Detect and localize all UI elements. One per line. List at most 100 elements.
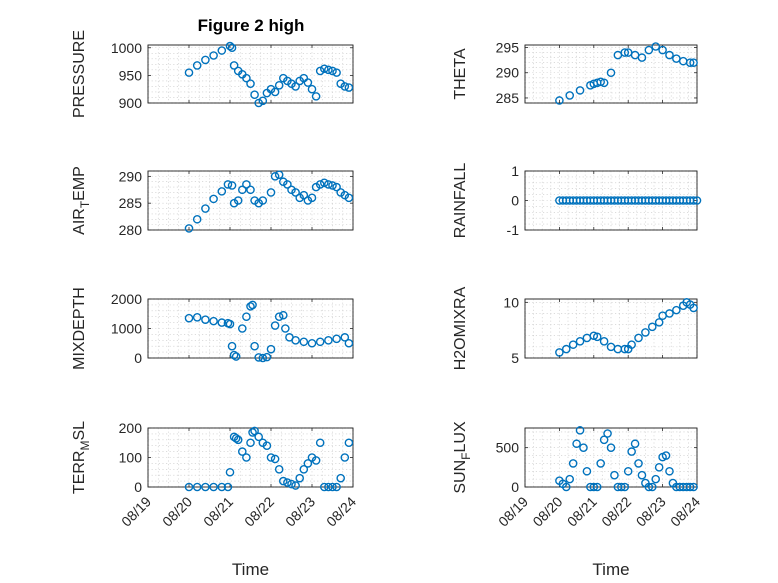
data-point xyxy=(665,466,674,476)
data-point xyxy=(217,482,227,492)
data-point xyxy=(307,193,317,203)
data-point xyxy=(568,459,578,468)
data-point xyxy=(227,43,237,53)
axes-border xyxy=(147,44,354,104)
data-point xyxy=(565,91,575,100)
data-point xyxy=(287,479,296,489)
data-point xyxy=(225,319,235,329)
data-point xyxy=(685,482,695,492)
data-point xyxy=(644,482,654,492)
y-axis-label: MIXDEPTH xyxy=(71,287,88,370)
data-point xyxy=(291,335,300,345)
y-axis-label: RAINFALL xyxy=(452,163,469,239)
data-point xyxy=(274,464,284,474)
data-point xyxy=(344,83,354,92)
data-point xyxy=(689,58,698,67)
data-point xyxy=(634,459,643,468)
y-tick-label: 0 xyxy=(511,479,519,495)
x-axis-label: Time xyxy=(232,560,269,579)
subplot-1: 900 950 1000 PRESSURE xyxy=(71,30,354,118)
y-axis-label: THETA xyxy=(452,48,469,100)
y-tick-label: 1000 xyxy=(111,40,142,56)
data-point xyxy=(654,463,664,472)
x-tick-label: 08/22 xyxy=(598,493,634,529)
data-point xyxy=(575,426,585,435)
data-point xyxy=(315,66,325,76)
data-point xyxy=(250,90,259,100)
data-point xyxy=(623,466,633,476)
data-point xyxy=(274,170,284,180)
data-point xyxy=(344,338,354,348)
y-tick-label: 100 xyxy=(119,450,143,466)
y-tick-label: 0 xyxy=(511,193,519,209)
data-point xyxy=(184,224,194,233)
data-point xyxy=(561,344,571,354)
data-point xyxy=(184,68,194,77)
data-point xyxy=(278,310,288,320)
data-point xyxy=(250,341,259,351)
y-tick-label: 2000 xyxy=(111,291,142,307)
data-point xyxy=(225,41,235,51)
data-point xyxy=(231,352,241,361)
data-point xyxy=(692,196,702,205)
x-tick-label: 08/24 xyxy=(667,493,703,529)
data-point xyxy=(319,482,329,492)
data-point xyxy=(658,45,667,55)
data-point xyxy=(281,324,290,333)
data-point xyxy=(262,441,272,451)
subplot-7: 0 100 200 08/19 08/20 08/21 08/22 08/23 08/24 Tim… xyxy=(71,420,359,579)
data-point xyxy=(209,482,218,492)
data-point xyxy=(324,482,333,492)
data-point xyxy=(225,467,235,477)
x-tick-label: 08/20 xyxy=(159,493,195,529)
data-point xyxy=(332,68,341,77)
data-point xyxy=(324,180,333,189)
data-point xyxy=(242,73,251,83)
data-point xyxy=(596,77,605,87)
data-point xyxy=(689,196,698,205)
data-point xyxy=(278,476,288,486)
data-point xyxy=(603,429,612,438)
data-point xyxy=(217,187,227,196)
y-tick-label: 0 xyxy=(134,350,142,366)
data-point xyxy=(274,81,284,90)
y-tick-label: 950 xyxy=(119,67,143,83)
data-point xyxy=(283,180,292,189)
data-point xyxy=(589,482,599,492)
data-point xyxy=(634,333,643,343)
data-point xyxy=(592,482,602,492)
data-point xyxy=(299,464,309,474)
data-point xyxy=(332,334,341,344)
data-point xyxy=(630,439,640,449)
data-point xyxy=(647,322,657,332)
data-point xyxy=(610,470,619,480)
data-point xyxy=(651,42,661,51)
data-point xyxy=(248,428,257,437)
data-point xyxy=(651,474,661,484)
data-point xyxy=(340,82,350,91)
y-tick-label: 285 xyxy=(496,90,520,106)
subplot-4: -1 0 1 RAINFALL xyxy=(452,163,702,239)
data-point xyxy=(641,328,650,337)
data-point xyxy=(250,426,259,436)
data-point xyxy=(596,459,605,468)
data-point xyxy=(672,305,681,315)
axes-border xyxy=(524,298,698,359)
data-point xyxy=(299,190,309,200)
y-axis-label: H2OMIXRA xyxy=(452,286,469,370)
data-point xyxy=(231,434,241,443)
data-point xyxy=(258,196,268,205)
data-point xyxy=(192,482,202,492)
data-point xyxy=(592,332,602,342)
subplot-5: 0 1000 2000 MIXDEPTH xyxy=(71,287,354,370)
data-point xyxy=(291,481,300,490)
data-point xyxy=(344,438,354,448)
data-point xyxy=(262,352,272,362)
y-axis-label: PRESSURE xyxy=(71,30,88,118)
y-tick-label: 200 xyxy=(119,420,143,436)
data-point xyxy=(266,188,276,197)
data-point xyxy=(295,473,305,483)
y-tick-label: 295 xyxy=(496,40,520,56)
data-point xyxy=(217,318,227,327)
